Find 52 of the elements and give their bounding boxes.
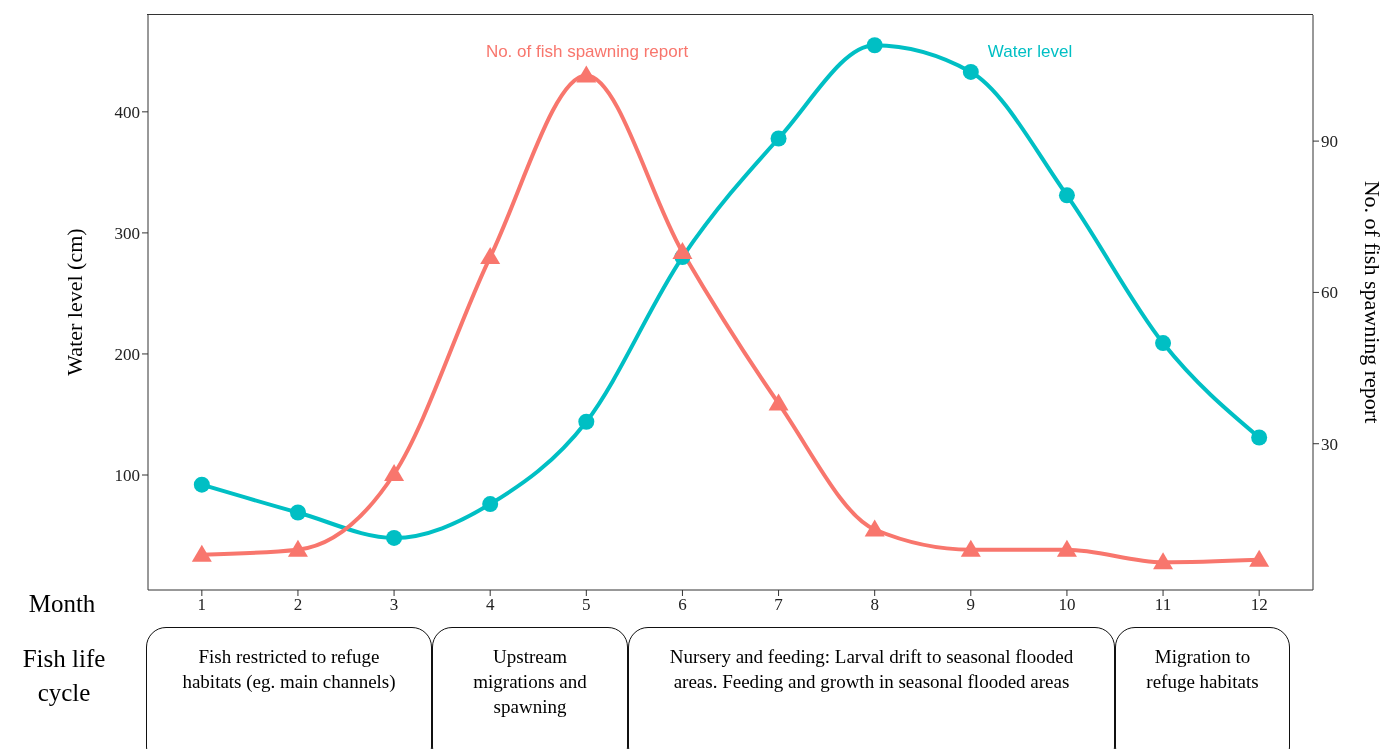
point [1249,549,1270,567]
y-tick-label: 100 [114,466,140,486]
point [287,539,308,557]
y-axis-title: Water level (cm) [62,228,88,376]
point [672,242,693,260]
point [1056,539,1077,557]
rounded-box: Fish restricted to refuge habitats (eg. main channels) [146,627,432,749]
series-label: No. of fish spawning report [485,42,689,62]
point [576,65,597,83]
x-tick-label: 4 [485,595,495,615]
y2-axis-title: No. of fish spawning report [1359,180,1385,424]
rounded-box: Migration to refuge habitats [1115,627,1290,749]
point [578,413,595,430]
point [866,37,883,54]
point [480,247,501,265]
point [768,393,789,411]
point [191,544,212,562]
x-tick-label: 9 [966,595,976,615]
x-tick-label: 7 [774,595,784,615]
x-tick-label: 8 [870,595,879,615]
x-tick-label: 6 [678,595,687,615]
point [1251,429,1268,446]
text: Fish life cycle [21,644,107,708]
x-axis-title: Month [28,590,96,618]
rounded-box: Nursery and feeding: Larval drift to seasonal flooded areas. Feeding and growth in seasonal flooded areas [628,627,1115,749]
point [864,519,885,537]
x-tick-label: 1 [197,595,207,615]
point [1153,552,1174,570]
x-tick-label: 3 [389,595,399,615]
point [1155,335,1172,352]
y2-tick-label: 30 [1321,434,1338,454]
x-tick-label: 2 [293,595,303,615]
x-tick-label: 12 [1250,595,1268,615]
point [482,496,499,513]
x-tick-label: 11 [1154,595,1172,615]
y2-tick-label: 90 [1321,132,1338,152]
point [1058,187,1075,204]
y-tick-label: 300 [114,223,140,243]
point [384,463,405,481]
point [962,63,979,80]
x-tick-label: 10 [1058,595,1076,615]
point [960,539,981,557]
point [386,529,403,546]
y-tick-label: 400 [114,102,140,122]
y-tick-label: 200 [114,344,140,364]
rounded-box: Upstream migrations and spawning [432,627,628,749]
x-tick-label: 5 [582,595,591,615]
y2-tick-label: 60 [1321,283,1338,303]
point [193,476,210,493]
point [770,130,787,147]
point [289,504,306,521]
series-label: Water level [987,42,1073,62]
